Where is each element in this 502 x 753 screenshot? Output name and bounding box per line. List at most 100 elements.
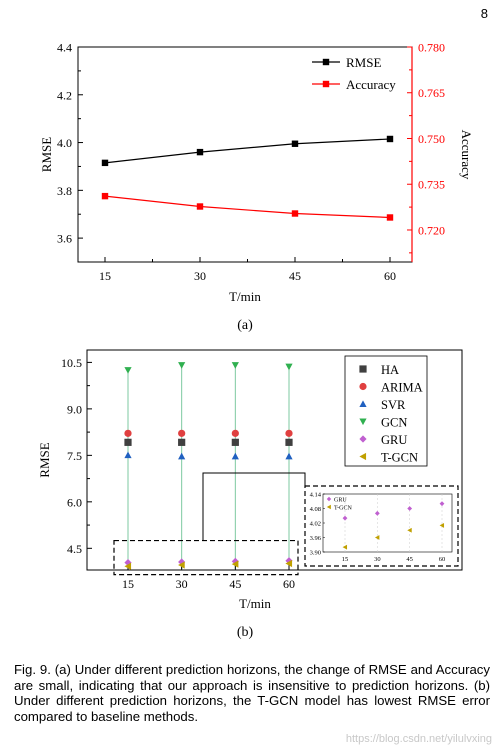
panel-b-chart: 4.5 6.0 7.5 9.0 10.5 15 30 45 60 3.90 3.96 4.02 4.… [37, 349, 463, 640]
panel-b-point-svr [178, 452, 186, 460]
panel-b-point-gcn [231, 362, 239, 369]
panel-a-x-axis: 15 30 45 60 [99, 257, 396, 283]
panel-b-legend-label-arima: ARIMA [381, 381, 423, 395]
panel-b-legend-box [344, 355, 428, 467]
panel-a-point-rmse [386, 135, 394, 143]
panel-b-inset-point-gru [374, 510, 380, 516]
panel-b-frame [86, 349, 463, 571]
panel-a-right-tick-label: 0.750 [418, 132, 445, 146]
panel-b-x-tick-label: 45 [229, 577, 241, 591]
panel-b-point-gcn [178, 362, 186, 369]
panel-b-inset-point-t-gcn [407, 527, 412, 533]
panel-b-legend-marker-arima [359, 382, 367, 391]
panel-b-point-svr [124, 451, 132, 459]
panel-a-right-tick-label: 0.765 [418, 86, 445, 100]
panel-b-inset-x-tick-label: 30 [374, 556, 381, 563]
panel-a-point-rmse [196, 148, 204, 156]
panel-b-point-ha [231, 438, 239, 446]
panel-a-left-tick-label: 4.0 [57, 136, 72, 150]
panel-b-y-tick-label: 7.5 [67, 449, 82, 463]
panel-b-inset-point-gru [439, 501, 445, 507]
page-number: 8 [480, 6, 488, 21]
panel-a-right-tick-label: 0.780 [418, 41, 445, 55]
panel-a-left-tick-label: 3.6 [57, 232, 72, 246]
panel-a-point-rmse [101, 159, 109, 167]
panel-a-right-tick-label: 0.720 [418, 223, 445, 237]
panel-a-x-tick-label: 60 [384, 269, 396, 283]
panel-a-point-rmse [291, 140, 299, 147]
panel-b-point-arima [178, 429, 186, 437]
panel-b-point-gcn [285, 363, 293, 371]
panel-b-y-tick-label: 4.5 [67, 542, 82, 556]
panel-a-chart: 3.6 3.8 4.0 4.2 4.4 0.720 0.735 0.750 0.765 0.78… [39, 41, 474, 334]
panel-b-inset-legend-marker [326, 496, 332, 502]
figure-caption: Fig. 9. (a) Under different prediction h… [14, 662, 490, 724]
panel-b-legend-label-gru: GRU [381, 433, 407, 447]
panel-b-inset: 3.90 3.96 4.02 4.08 4.14 15 30 45 60 GRU T-GCN [304, 485, 459, 567]
panel-b-legend-marker-svr [359, 400, 367, 408]
panel-b-legend-marker-ha [359, 365, 367, 373]
panel-b-zoom-connector [202, 472, 306, 541]
panel-a-x-tick-label: 30 [194, 269, 206, 283]
panel-b-series [124, 362, 293, 570]
panel-b-point-gru [124, 558, 132, 567]
panel-a-point-accuracy [196, 203, 204, 210]
panel-b-legend-marker-gru [359, 435, 367, 443]
panel-b-zoom-region [113, 539, 299, 576]
panel-b-y-axis: 4.5 6.0 7.5 9.0 10.5 [61, 356, 92, 556]
panel-b-label: (b) [237, 625, 254, 640]
panel-b-point-arima [231, 429, 239, 437]
panel-b-point-ha [285, 438, 293, 446]
panel-b-inset-y-tick-label: 3.96 [310, 535, 322, 542]
panel-b-point-arima [285, 429, 293, 437]
panel-b-inset-y-tick-label: 4.02 [310, 521, 321, 528]
panel-b-inset-legend-label: GRU [334, 498, 347, 504]
panel-b-legend-marker-t-gcn [359, 452, 367, 461]
panel-b-x-tick-label: 15 [122, 577, 134, 591]
panel-b-point-gcn [124, 367, 132, 374]
panel-b-legend-label-ha: HA [381, 363, 399, 377]
panel-b-inset-x-tick-label: 60 [439, 556, 446, 563]
panel-b-inset-point-gru [407, 506, 413, 511]
panel-a-left-tick-label: 3.8 [57, 184, 72, 198]
panel-a-x-tick-label: 45 [289, 269, 301, 283]
panel-b-inset-point-t-gcn [374, 535, 380, 540]
panel-a-line-accuracy [104, 195, 391, 219]
panel-a-point-accuracy [291, 210, 299, 217]
panel-a-right-axis: 0.720 0.735 0.750 0.765 0.780 [407, 41, 445, 262]
panel-b-ylabel: RMSE [37, 442, 52, 477]
panel-b-point-svr [285, 452, 293, 460]
panel-a-right-tick-label: 0.735 [418, 178, 445, 192]
panel-b-y-tick-label: 9.0 [67, 402, 82, 416]
panel-b-point-t-gcn [124, 562, 132, 570]
panel-b-legend-label-gcn: GCN [381, 416, 407, 430]
panel-b-inset-legend-marker [326, 504, 331, 510]
panel-a-x-tick-label: 15 [99, 269, 111, 283]
panel-b-grid [127, 365, 290, 570]
panel-b-point-t-gcn [285, 559, 293, 568]
panel-a-legend-marker-rmse [322, 58, 330, 66]
panel-b-inset-point-gru [342, 515, 348, 521]
panel-a-legend-label-accuracy: Accuracy [346, 77, 396, 92]
panel-b-inset-point-t-gcn [439, 523, 445, 528]
panel-b-inset-x-tick-label: 45 [406, 556, 413, 563]
panel-b-x-tick-label: 60 [283, 577, 295, 591]
panel-b-inset-y-tick-label: 4.08 [310, 506, 321, 513]
panel-b-inset-point-t-gcn [342, 544, 348, 550]
panel-b-inset-legend-label: T-GCN [334, 506, 352, 512]
panel-b-y-tick-label: 10.5 [61, 356, 82, 370]
panel-b-x-tick-label: 30 [176, 577, 188, 591]
panel-a-left-tick-label: 4.2 [57, 88, 72, 102]
panel-b-inset-y-tick-label: 4.14 [310, 492, 322, 499]
watermark: https://blog.csdn.net/yilulvxing [345, 733, 492, 745]
panel-b-legend-label-t-gcn: T-GCN [381, 451, 418, 465]
panel-b-x-axis: 15 30 45 60 [122, 565, 295, 591]
panel-b-legend-label-svr: SVR [381, 398, 406, 412]
panel-b-point-ha [178, 438, 186, 446]
panel-b-legend-marker-gcn [359, 418, 367, 426]
panel-b-inset-y-tick-label: 3.90 [310, 550, 321, 557]
panel-a-point-accuracy [386, 214, 394, 221]
panel-b-point-arima [124, 429, 132, 437]
panel-a-y2label: Accuracy [459, 130, 474, 180]
